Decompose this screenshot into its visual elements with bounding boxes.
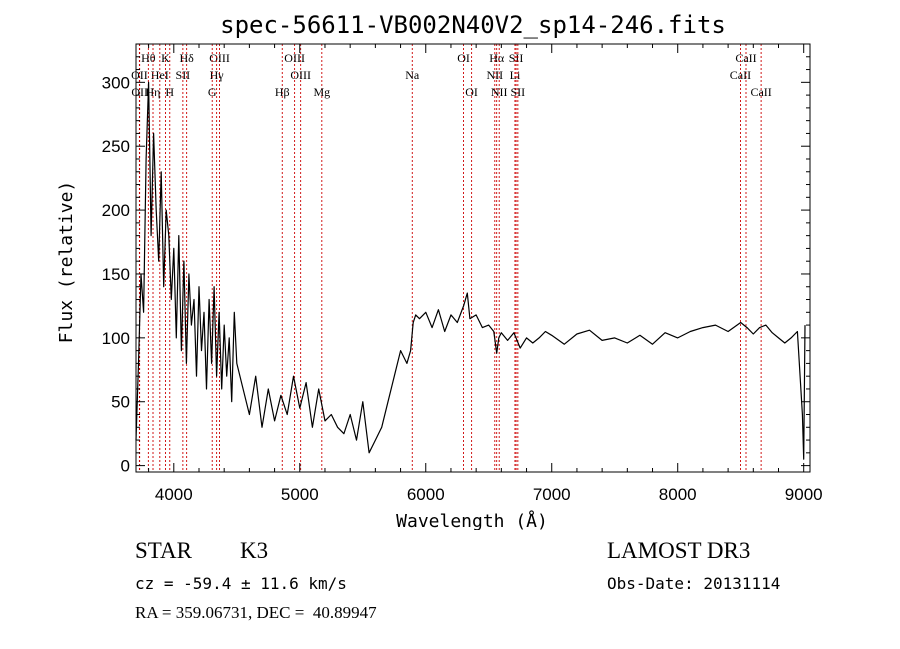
line-marker-label: Hθ bbox=[141, 51, 156, 65]
spectrum-chart: spec-56611-VB002N40V2_sp14-246.fits Hθ K H… bbox=[56, 11, 823, 530]
line-marker-label: Mg bbox=[313, 85, 330, 99]
line-marker-label: SII bbox=[509, 51, 524, 65]
y-axis: 0 50 100 150 200 250 300 bbox=[102, 56, 810, 476]
object-class: STAR bbox=[135, 538, 192, 563]
line-marker-label: OIII bbox=[290, 68, 311, 82]
line-marker-label: H bbox=[165, 85, 174, 99]
y-tick-label: 300 bbox=[102, 73, 130, 92]
x-tick-label: 9000 bbox=[785, 485, 823, 504]
line-marker-label: Li bbox=[510, 68, 521, 82]
flux-series-line bbox=[135, 81, 806, 460]
line-marker-label: SII bbox=[511, 85, 526, 99]
line-marker-label: CaII bbox=[730, 68, 751, 82]
line-marker-label: Na bbox=[405, 68, 420, 82]
y-tick-label: 0 bbox=[121, 457, 130, 476]
line-marker-label: Hδ bbox=[179, 51, 194, 65]
observation-date: Obs-Date: 20131114 bbox=[607, 574, 781, 593]
x-tick-label: 8000 bbox=[659, 485, 697, 504]
line-marker-label: Hγ bbox=[210, 68, 225, 82]
line-marker-label: SII bbox=[176, 68, 191, 82]
x-tick-label: 6000 bbox=[407, 485, 445, 504]
line-marker-label: G bbox=[208, 85, 217, 99]
line-marker-label: OII bbox=[131, 85, 148, 99]
y-tick-label: 200 bbox=[102, 201, 130, 220]
line-marker-label: CaII bbox=[735, 51, 756, 65]
x-tick-label: 4000 bbox=[155, 485, 193, 504]
redshift-velocity: cz = -59.4 ± 11.6 km/s bbox=[135, 574, 347, 593]
survey-name: LAMOST DR3 bbox=[607, 538, 751, 563]
line-marker-label: OI bbox=[457, 51, 470, 65]
line-markers: Hθ K Hδ OIII OIII OI Hα SII CaII OII HeI SII Hγ OIII N… bbox=[131, 44, 772, 472]
line-marker-label: NII bbox=[491, 85, 508, 99]
line-marker-label: HeI bbox=[151, 68, 169, 82]
line-marker-label: NII bbox=[486, 68, 503, 82]
line-marker-label: OIII bbox=[284, 51, 305, 65]
line-marker-label: Hα bbox=[489, 51, 505, 65]
line-marker-label: CaII bbox=[750, 85, 771, 99]
y-tick-label: 150 bbox=[102, 265, 130, 284]
x-axis: 4000 5000 6000 7000 8000 9000 bbox=[148, 44, 823, 504]
object-subclass: K3 bbox=[240, 538, 269, 563]
line-marker-label: OI bbox=[465, 85, 478, 99]
y-tick-label: 250 bbox=[102, 137, 130, 156]
sky-coordinates: RA = 359.06731, DEC = 40.89947 bbox=[135, 603, 377, 622]
y-tick-label: 100 bbox=[102, 329, 130, 348]
y-axis-label: Flux (relative) bbox=[56, 181, 77, 344]
line-marker-label: OIII bbox=[209, 51, 230, 65]
chart-title: spec-56611-VB002N40V2_sp14-246.fits bbox=[220, 11, 726, 39]
x-tick-label: 5000 bbox=[281, 485, 319, 504]
x-tick-label: 7000 bbox=[533, 485, 571, 504]
x-axis-label: Wavelength (Å) bbox=[396, 510, 548, 530]
line-marker-label: OII bbox=[131, 68, 148, 82]
y-tick-label: 50 bbox=[111, 393, 130, 412]
line-marker-label: Hβ bbox=[275, 85, 290, 99]
line-marker-label: K bbox=[161, 51, 170, 65]
plot-frame bbox=[135, 43, 811, 473]
